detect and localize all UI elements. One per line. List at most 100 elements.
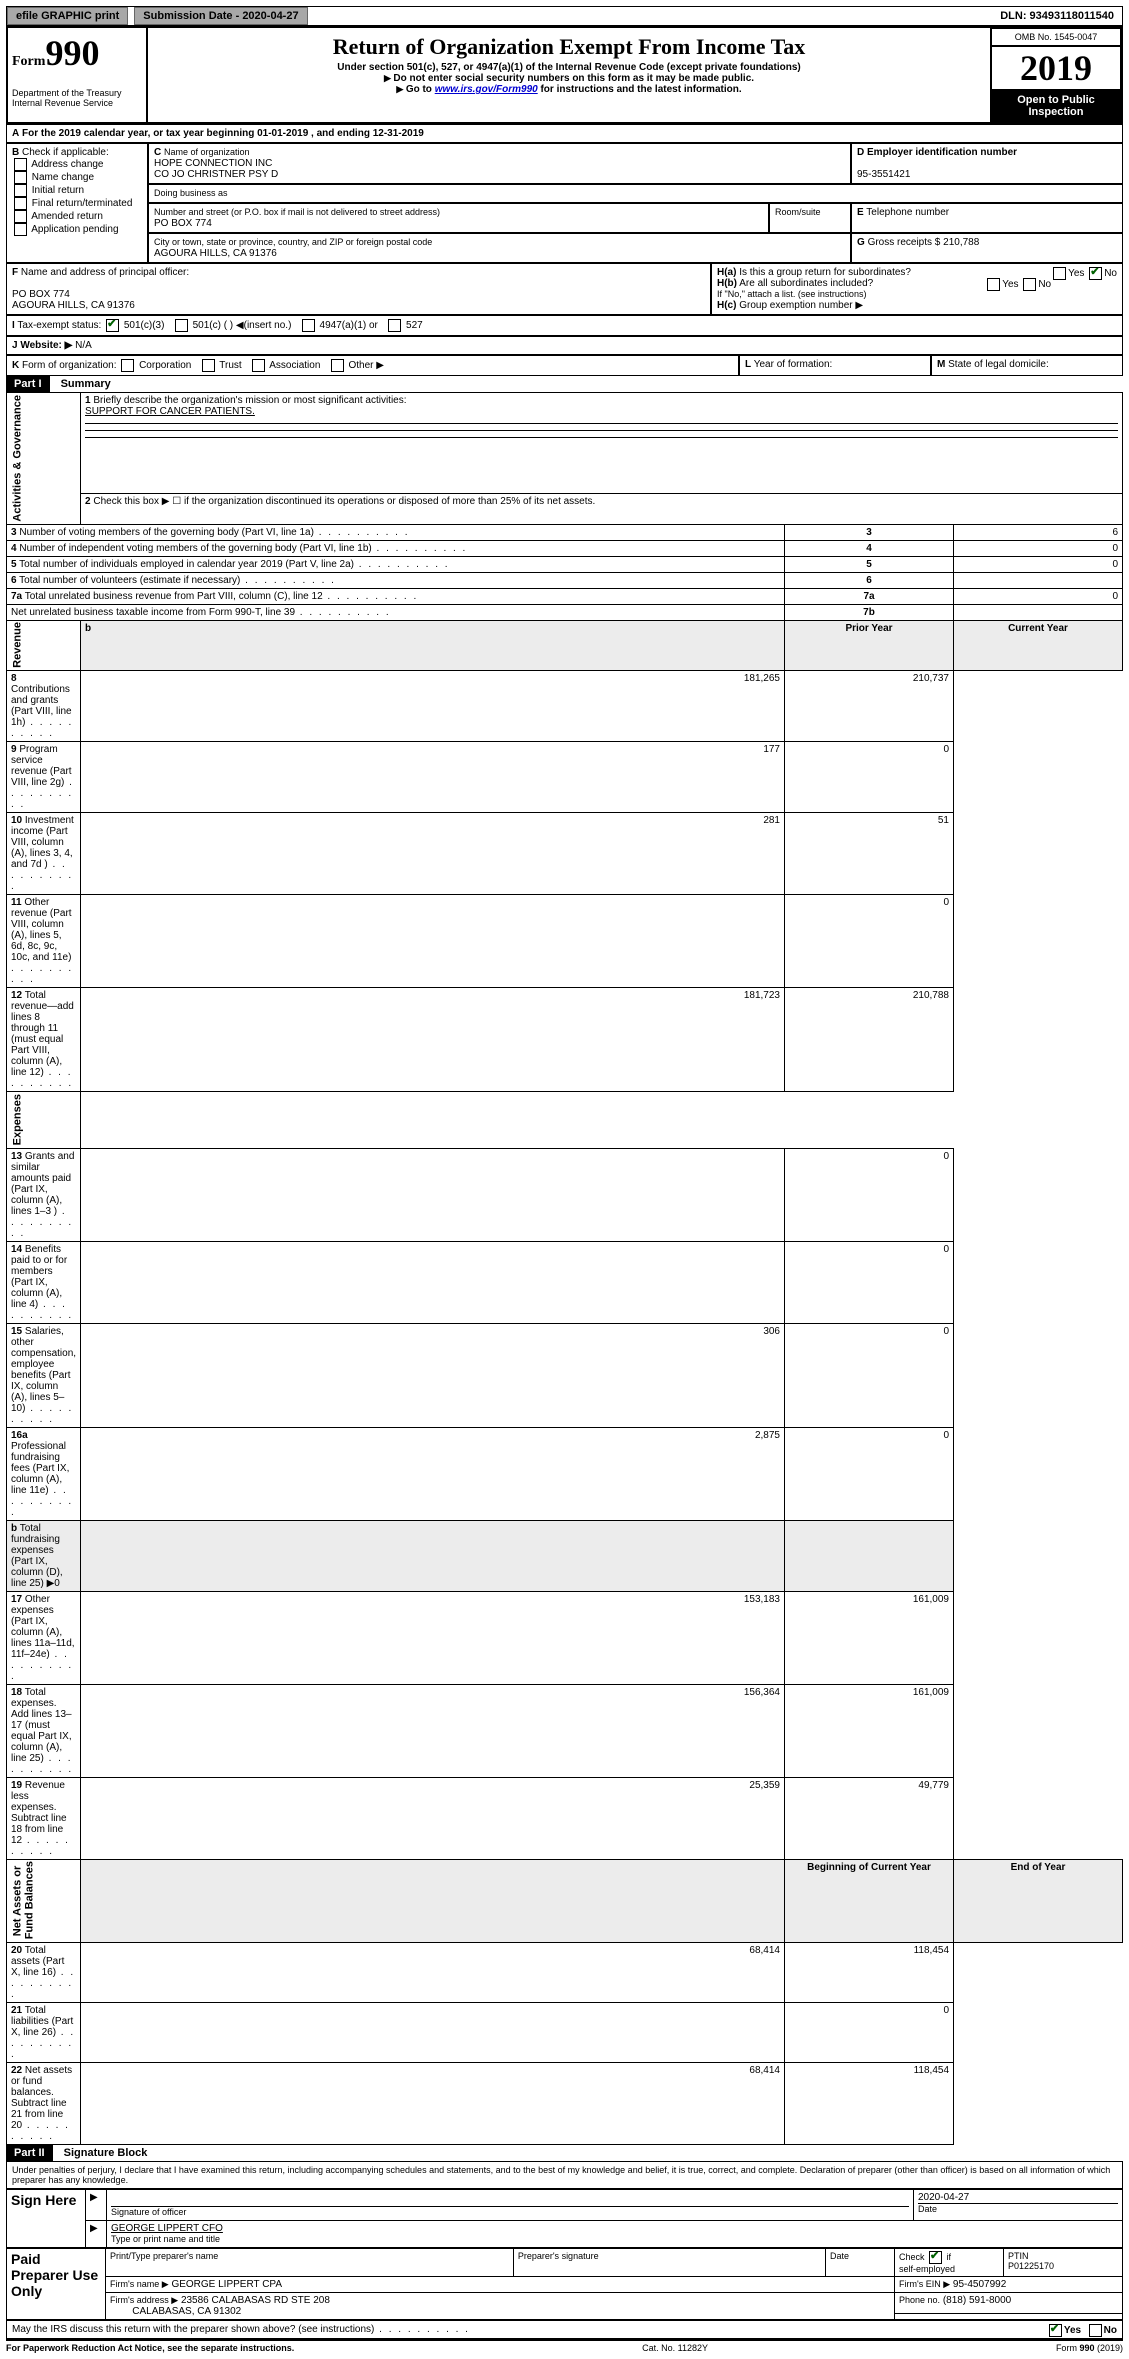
discuss-no[interactable]	[1089, 2324, 1102, 2337]
q2-discontinued: 2 Check this box ▶ ☐ if the organization…	[81, 494, 1123, 524]
section-d-ein: D Employer identification number 95-3551…	[851, 143, 1123, 184]
vlabel-revenue: Revenue	[7, 620, 81, 671]
self-emp-check[interactable]	[929, 2251, 942, 2264]
header-sub1: Under section 501(c), 527, or 4947(a)(1)…	[152, 62, 986, 73]
line-19: 19 Revenue less expenses. Subtract line …	[7, 1777, 81, 1859]
hb-no[interactable]	[1023, 278, 1036, 291]
form-number: Form990	[12, 32, 142, 74]
section-m-state: M State of legal domicile:	[931, 355, 1123, 376]
firm-ein: Firm's EIN ▶ 95-4507992	[895, 2277, 1123, 2293]
hdr-prior-year: Prior Year	[785, 620, 954, 671]
i-527[interactable]	[388, 319, 401, 332]
sign-here-label: Sign Here	[7, 2190, 86, 2248]
line-18: 18 Total expenses. Add lines 13–17 (must…	[7, 1684, 81, 1777]
line-3: 3 Number of voting members of the govern…	[7, 524, 785, 540]
paperwork-notice: For Paperwork Reduction Act Notice, see …	[6, 2343, 294, 2353]
officer-name: GEORGE LIPPERT CFOType or print name and…	[107, 2221, 1123, 2248]
dept-treasury: Department of the Treasury Internal Reve…	[12, 88, 142, 108]
part-ii-title: Signature Block	[64, 2147, 148, 2159]
vlabel-netassets: Net Assets or Fund Balances	[7, 1859, 81, 1942]
firm-phone: Phone no. (818) 591-8000	[895, 2293, 1123, 2314]
b-check[interactable]	[14, 171, 27, 184]
form-title: Return of Organization Exempt From Incom…	[152, 34, 986, 60]
line-9: 9 Program service revenue (Part VIII, li…	[7, 742, 81, 813]
omb-no: OMB No. 1545-0047	[991, 28, 1121, 46]
fh-block: F Name and address of principal officer:…	[6, 263, 1123, 315]
line-a-tax-year: A For the 2019 calendar year, or tax yea…	[6, 124, 1123, 143]
ha-yes[interactable]	[1053, 267, 1066, 280]
b-check[interactable]	[14, 197, 27, 210]
cat-no: Cat. No. 11282Y	[642, 2343, 708, 2353]
section-h: H(a) Is this a group return for subordin…	[711, 263, 1123, 315]
preparer-table: Paid Preparer Use Only Print/Type prepar…	[6, 2248, 1123, 2320]
city-state-zip: City or town, state or province, country…	[148, 233, 851, 263]
firm-address: Firm's address ▶ 23586 CALABASAS RD STE …	[106, 2293, 895, 2320]
line-13: 13 Grants and similar amounts paid (Part…	[7, 1148, 81, 1241]
dba: Doing business as	[148, 184, 1123, 203]
org-name: HOPE CONNECTION INC	[154, 158, 272, 169]
line-22: 22 Net assets or fund balances. Subtract…	[7, 2063, 81, 2145]
hdr-eoy: End of Year	[954, 1859, 1123, 1942]
k-opt[interactable]	[331, 359, 344, 372]
line-20: 20 Total assets (Part X, line 16)	[7, 1943, 81, 2003]
part-i-title: Summary	[61, 378, 111, 390]
ptin-cell: PTINP01225170	[1004, 2249, 1123, 2277]
k-opt[interactable]	[121, 359, 134, 372]
firm-name: Firm's name ▶ GEORGE LIPPERT CPA	[106, 2277, 895, 2293]
header-sub3: Go to www.irs.gov/Form990 for instructio…	[152, 84, 986, 95]
dln: DLN: 93493118011540	[992, 8, 1122, 24]
section-e-phone: E Telephone number	[851, 203, 1123, 233]
line-15: 15 Salaries, other compensation, employe…	[7, 1323, 81, 1427]
line-8: 8 Contributions and grants (Part VIII, l…	[7, 671, 81, 742]
section-l-year: L Year of formation:	[739, 355, 931, 376]
section-b-checkboxes: B Check if applicable: Address change Na…	[6, 143, 148, 263]
discuss-line: May the IRS discuss this return with the…	[6, 2320, 1123, 2339]
sig-date: 2020-04-27Date	[914, 2190, 1123, 2221]
b-check[interactable]	[14, 223, 27, 236]
line-7a: 7a Total unrelated business revenue from…	[7, 588, 785, 604]
b-check[interactable]	[14, 210, 27, 223]
line-12: 12 Total revenue—add lines 8 through 11 …	[7, 988, 81, 1092]
b-check[interactable]	[14, 184, 27, 197]
submission-date: Submission Date - 2020-04-27	[134, 7, 307, 25]
hb-yes[interactable]	[987, 278, 1000, 291]
section-i-tax-status: I Tax-exempt status: 501(c)(3) 501(c) ( …	[6, 315, 1123, 336]
prep-name-hdr: Print/Type preparer's name	[106, 2249, 514, 2277]
footer: For Paperwork Reduction Act Notice, see …	[6, 2339, 1123, 2353]
line-5: 5 Total number of individuals employed i…	[7, 556, 785, 572]
signature-table: Sign Here ▶ Signature of officer 2020-04…	[6, 2189, 1123, 2248]
i-4947[interactable]	[302, 319, 315, 332]
prep-sig-hdr: Preparer's signature	[513, 2249, 825, 2277]
k-opt[interactable]	[252, 359, 265, 372]
i-501c3[interactable]	[106, 319, 119, 332]
header-title-block: Return of Organization Exempt From Incom…	[147, 28, 991, 122]
vlabel-expenses: Expenses	[7, 1092, 81, 1148]
section-g-gross: G Gross receipts $ 210,788	[851, 233, 1123, 263]
hdr-boy: Beginning of Current Year	[785, 1859, 954, 1942]
hdr-current-year: Current Year	[954, 620, 1123, 671]
form-ref: Form 990 (2019)	[1056, 2343, 1123, 2353]
part-i: Part I Summary	[6, 376, 1123, 392]
line-21: 21 Total liabilities (Part X, line 26)	[7, 2003, 81, 2063]
org-co: CO JO CHRISTNER PSY D	[154, 169, 278, 180]
street-address: Number and street (or P.O. box if mail i…	[148, 203, 769, 233]
form990-link[interactable]: www.irs.gov/Form990	[435, 84, 538, 95]
section-j-website: J Website: ▶ N/A	[6, 336, 1123, 355]
k-opt[interactable]	[202, 359, 215, 372]
part-ii-header: Part II	[6, 2145, 53, 2161]
tax-year: 2019	[991, 46, 1121, 90]
part-ii: Part II Signature Block	[6, 2145, 1123, 2161]
efile-btn[interactable]: efile GRAPHIC print	[7, 7, 128, 25]
line-10: 10 Investment income (Part VIII, column …	[7, 813, 81, 895]
blank-b: b	[81, 620, 785, 671]
line-11: 11 Other revenue (Part VIII, column (A),…	[7, 895, 81, 988]
paid-preparer-label: Paid Preparer Use Only	[7, 2249, 106, 2320]
section-k-form-org: K Form of organization: Corporation Trus…	[6, 355, 739, 376]
form-header: Form990 Department of the Treasury Inter…	[6, 26, 1123, 124]
line-14: 14 Benefits paid to or for members (Part…	[7, 1241, 81, 1323]
b-check[interactable]	[14, 158, 27, 171]
part-i-header: Part I	[6, 376, 50, 392]
discuss-yes[interactable]	[1049, 2324, 1062, 2337]
i-501c[interactable]	[175, 319, 188, 332]
ha-no[interactable]	[1089, 267, 1102, 280]
